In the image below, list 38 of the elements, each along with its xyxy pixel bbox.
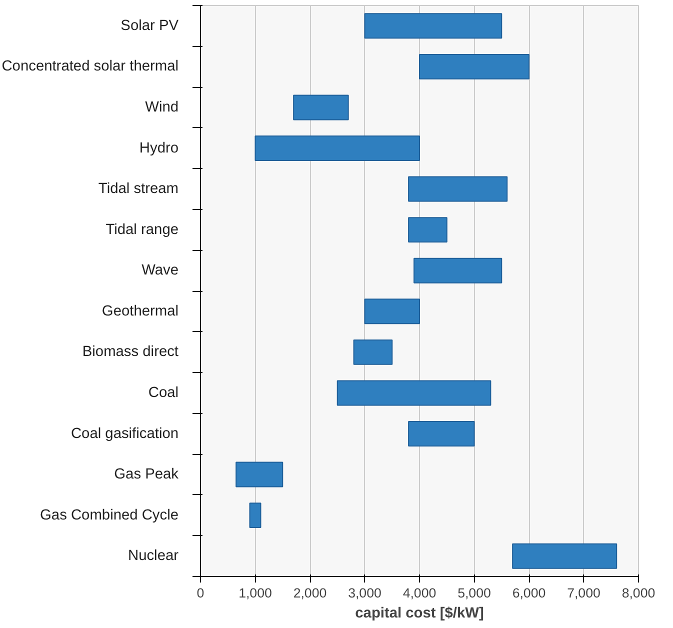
bar	[512, 543, 618, 569]
y-tick-label: Hydro	[139, 140, 179, 156]
bar	[336, 380, 492, 406]
bar	[408, 176, 508, 202]
x-axis-title: capital cost [$/kW]	[355, 606, 484, 622]
x-tick-label: 6,000	[512, 586, 546, 600]
y-tick-label: Wave	[142, 262, 178, 279]
y-tick-label: Gas Peak	[114, 466, 180, 483]
y-tick-label: Biomass direct	[82, 344, 179, 360]
y-tick-label: Nuclear	[128, 548, 179, 564]
x-tick-label: 0	[196, 586, 204, 600]
y-tick-label: Tidal range	[106, 222, 178, 238]
x-tick-label: 3,000	[348, 586, 382, 600]
bar	[293, 94, 349, 120]
x-tick-label: 2,000	[293, 586, 327, 600]
bar	[364, 13, 502, 39]
x-tick-label: 7,000	[567, 586, 600, 600]
x-tick-label: 4,000	[402, 586, 436, 600]
bar	[414, 258, 502, 284]
y-tick-label: Tidal stream	[98, 181, 179, 198]
y-tick-label: Coal gasification	[70, 426, 179, 442]
y-tick-label: Wind	[145, 99, 179, 116]
y-tick-label: Concentrated solar thermal	[2, 58, 179, 75]
bar	[408, 421, 475, 446]
bar	[408, 217, 448, 243]
bar	[364, 298, 420, 324]
bar	[236, 462, 284, 488]
y-tick-label: Coal	[148, 384, 179, 401]
y-tick-label: Gas Combined Cycle	[40, 507, 179, 524]
bar	[254, 136, 420, 161]
bar	[419, 54, 530, 80]
x-tick-label: 5,000	[458, 586, 491, 600]
y-tick-label: Solar PV	[120, 18, 179, 34]
x-tick-label: 1,000	[238, 586, 272, 600]
x-tick-label: 8,000	[622, 586, 656, 600]
bar	[249, 502, 262, 528]
bar	[353, 339, 393, 365]
y-tick-label: Geothermal	[102, 303, 179, 320]
